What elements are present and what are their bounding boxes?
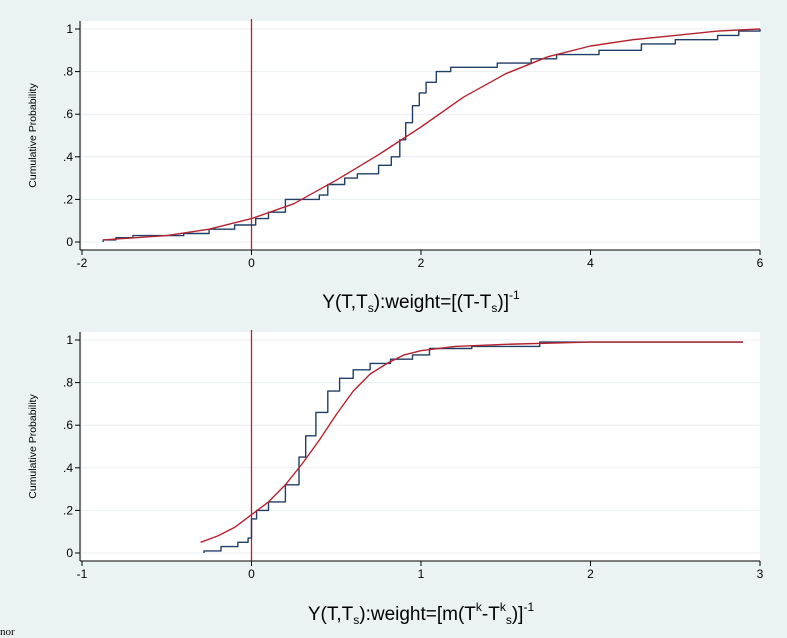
- empirical-cdf-line: [102, 29, 761, 242]
- y-tick-label-1: .2: [63, 503, 73, 517]
- x-axis-title: Y(T,Ts):weight=[(T-Ts)]-1: [322, 288, 520, 315]
- plot-area: [82, 332, 760, 561]
- chart-top: 0 .2 .4 .6 .8 1 Cumulative Probability -2 0 2 4 6 Y(…: [27, 19, 764, 315]
- x-tick-label-4: 6: [757, 256, 764, 270]
- footer-text-fragment: nor: [0, 626, 15, 638]
- y-tick-label-0: 0: [66, 235, 73, 249]
- x-tick-label-2: 2: [418, 256, 425, 270]
- y-tick-label-3: .6: [63, 418, 73, 432]
- x-axis-title: Y(T,Ts):weight=[m(Tk-Tks)]-1: [308, 600, 535, 627]
- x-tick-label-0: -2: [77, 256, 88, 270]
- x-tick-label-1: 0: [248, 256, 255, 270]
- y-tick-label-4: .8: [63, 376, 73, 390]
- y-tick-label-1: .2: [63, 192, 73, 206]
- x-tick-label-0: -1: [77, 567, 88, 581]
- y-tick-label-4: .8: [63, 65, 73, 79]
- plot-area: [82, 21, 760, 250]
- y-tick-label-5: 1: [66, 22, 73, 36]
- fitted-cdf-line: [200, 341, 743, 543]
- x-tick-label-1: 0: [248, 567, 255, 581]
- y-tick-label-3: .6: [63, 107, 73, 121]
- y-tick-label-5: 1: [66, 333, 73, 347]
- y-tick-label-2: .4: [63, 461, 73, 475]
- y-tick-label-2: .4: [63, 150, 73, 164]
- chart-bottom: 0 .2 .4 .6 .8 1 Cumulative Probability -1 0 1 2 3 Y(…: [27, 330, 764, 627]
- x-tick-label-4: 3: [757, 567, 764, 581]
- y-tick-label-0: 0: [66, 546, 73, 560]
- fitted-cdf-line: [103, 28, 761, 241]
- y-axis-title: Cumulative Probability: [27, 394, 39, 499]
- x-tick-label-2: 1: [418, 567, 425, 581]
- y-axis-title: Cumulative Probability: [27, 83, 39, 188]
- x-tick-label-3: 4: [587, 256, 594, 270]
- empirical-cdf-line: [203, 341, 743, 553]
- x-tick-label-3: 2: [587, 567, 594, 581]
